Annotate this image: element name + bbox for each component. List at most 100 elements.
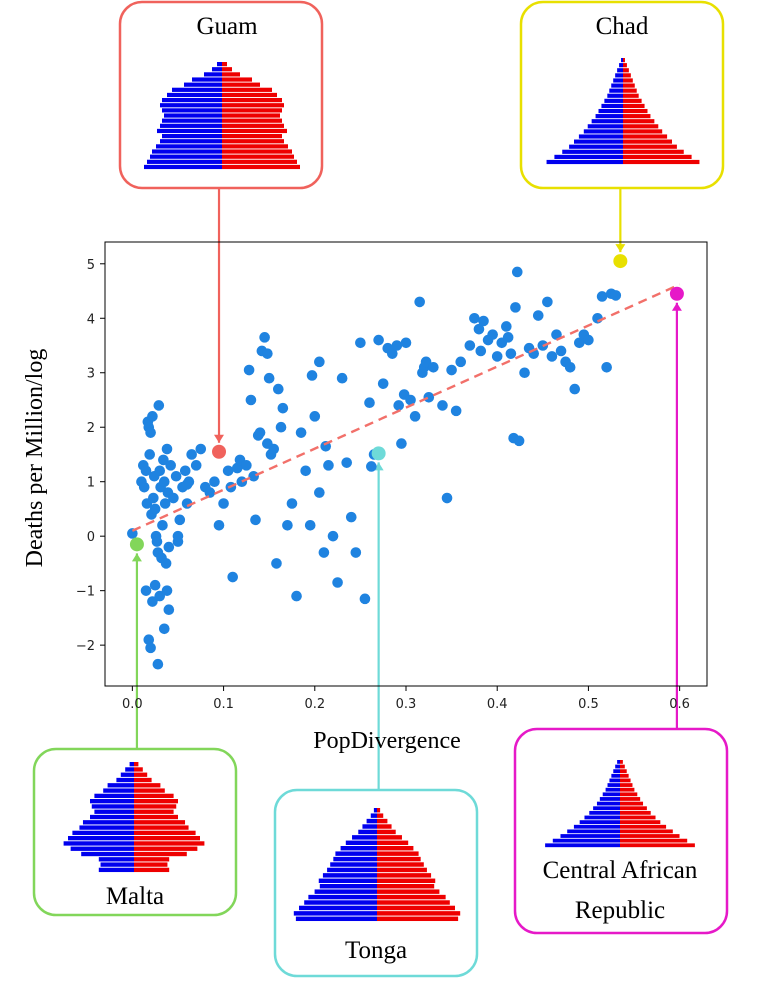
data-point	[501, 321, 512, 332]
pyramid-bar-female	[134, 772, 148, 777]
pyramid-bar-female	[222, 113, 280, 118]
pyramid-bar-female	[222, 149, 292, 154]
y-tick-label: 1	[87, 476, 95, 491]
data-point	[165, 460, 176, 471]
pyramid-bar-male	[345, 840, 377, 846]
data-point	[341, 457, 353, 468]
data-point	[511, 266, 523, 278]
pyramid-bar-female	[222, 123, 284, 128]
population-pyramid-guam	[144, 62, 300, 170]
pyramid-bar-female	[620, 760, 623, 764]
y-tick-label: 5	[87, 258, 95, 273]
pyramid-bar-female	[620, 797, 641, 801]
pyramid-bar-female	[623, 124, 659, 129]
pyramid-bar-female	[620, 829, 673, 834]
pyramid-bar-male	[589, 810, 620, 815]
data-point	[350, 547, 362, 558]
pyramid-bar-male	[293, 911, 377, 916]
data-point	[366, 461, 377, 472]
pyramid-bar-female	[377, 900, 450, 905]
pyramid-bar-male	[611, 773, 620, 778]
data-point	[377, 378, 389, 389]
pyramid-bar-male	[333, 856, 377, 862]
y-tick-label: −1	[76, 585, 95, 600]
x-tick-label: 0.2	[304, 697, 325, 712]
data-point	[263, 372, 275, 384]
data-point	[400, 337, 412, 349]
pyramid-bar-male	[157, 128, 222, 134]
data-point	[154, 590, 166, 602]
data-point	[161, 443, 173, 455]
data-point	[147, 411, 158, 422]
pyramid-bar-female	[623, 139, 672, 144]
data-point	[359, 593, 371, 605]
pyramid-bar-female	[623, 129, 663, 134]
pyramid-bar-female	[623, 88, 637, 93]
data-point	[154, 465, 166, 477]
data-point	[143, 634, 155, 645]
pyramid-bar-male	[578, 134, 623, 139]
data-point	[218, 498, 229, 509]
population-pyramid-tonga	[293, 808, 461, 922]
population-pyramid-malta	[63, 762, 205, 873]
pyramid-bar-male	[217, 62, 222, 67]
y-tick-label: 3	[87, 367, 95, 382]
x-tick-label: 0.6	[669, 697, 690, 712]
data-point	[245, 394, 257, 406]
pyramid-bar-female	[134, 841, 205, 846]
data-point	[309, 411, 321, 422]
pyramid-bar-male	[160, 139, 222, 144]
pyramid-bar-female	[377, 808, 381, 813]
data-point	[282, 519, 293, 531]
pyramid-bar-male	[552, 838, 620, 843]
pyramid-bar-female	[620, 838, 688, 843]
pyramid-bar-male	[100, 862, 134, 867]
data-point	[532, 310, 544, 321]
pyramid-bar-female	[134, 867, 170, 873]
data-point	[464, 340, 476, 351]
pyramid-bar-male	[90, 814, 134, 820]
pyramid-bar-male	[160, 103, 222, 108]
pyramid-bar-female	[222, 139, 284, 144]
pyramid-bar-female	[377, 840, 409, 846]
y-tick-label: 0	[87, 530, 95, 545]
data-point	[144, 449, 155, 460]
pyramid-bar-male	[352, 835, 377, 840]
data-point	[574, 337, 585, 349]
pyramid-bar-male	[68, 836, 134, 841]
pyramid-bar-male	[613, 78, 623, 83]
data-point	[569, 383, 581, 395]
pyramid-bar-female	[222, 87, 272, 92]
pyramid-bar-female	[377, 916, 459, 922]
pyramid-bar-male	[362, 824, 377, 829]
data-point	[564, 362, 576, 373]
pyramid-bar-female	[134, 857, 170, 862]
pyramid-bar-female	[623, 119, 655, 124]
pyramid-bar-female	[623, 78, 633, 83]
data-point	[190, 460, 202, 471]
pyramid-bar-male	[144, 164, 222, 170]
y-axis-title: Deaths per Million/log	[22, 349, 48, 568]
pyramid-bar-male	[587, 124, 623, 129]
pyramid-bar-male	[607, 783, 620, 787]
data-point	[420, 356, 432, 368]
inset-car-title-line2: Republic	[575, 897, 665, 924]
pyramid-bar-female	[623, 134, 668, 139]
highlight-point	[129, 537, 144, 552]
data-point	[469, 312, 480, 324]
pyramid-bar-female	[377, 873, 432, 878]
inset-car: Central African Republic	[513, 727, 729, 935]
data-point	[405, 394, 416, 406]
pyramid-bar-female	[222, 67, 232, 72]
pyramid-bar-female	[134, 762, 139, 767]
x-axis-title: PopDivergence	[313, 728, 461, 754]
data-point	[179, 465, 191, 477]
data-point	[163, 541, 175, 553]
pyramid-bar-female	[222, 108, 282, 113]
inset-guam: Guam	[118, 0, 324, 190]
data-point	[259, 332, 270, 343]
pyramid-bar-male	[604, 98, 623, 103]
pyramid-bar-female	[623, 73, 631, 78]
pyramid-bar-female	[222, 103, 284, 108]
data-point	[318, 547, 330, 558]
